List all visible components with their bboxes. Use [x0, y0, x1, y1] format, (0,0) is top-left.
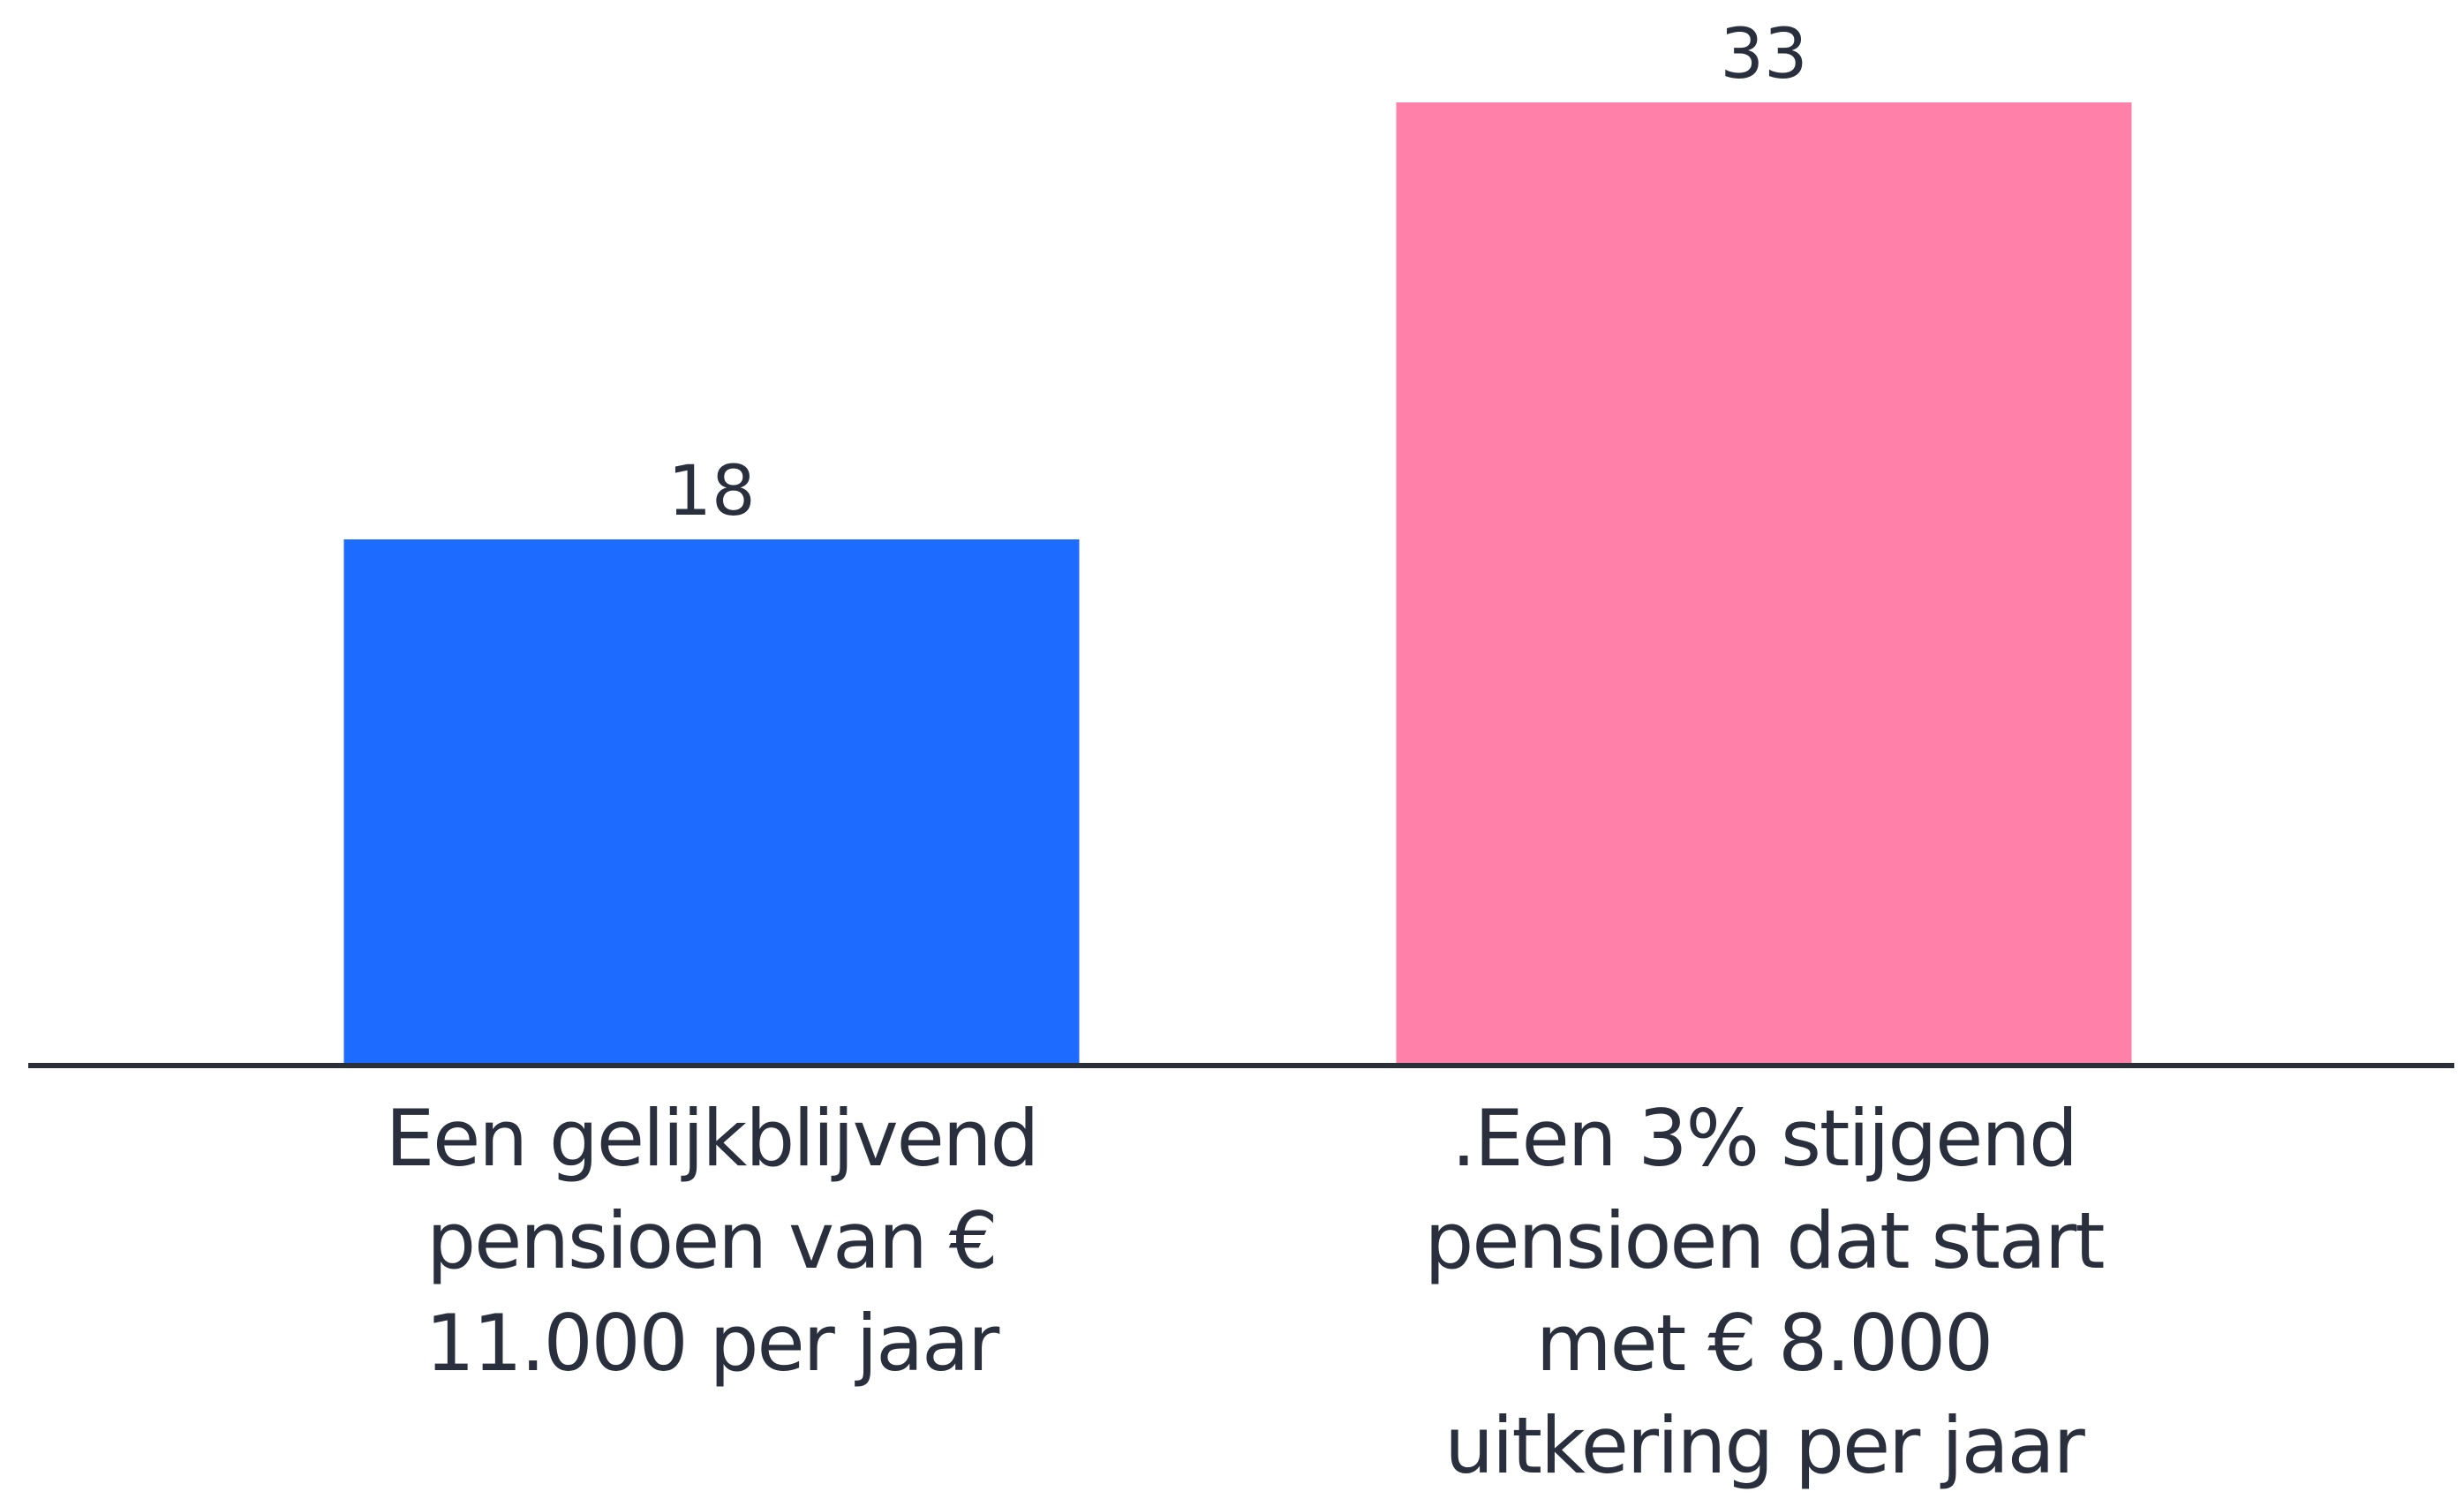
value-label: 33	[1720, 15, 1807, 94]
bar	[343, 539, 1080, 1064]
bar	[1396, 102, 2132, 1064]
value-label: 18	[667, 452, 755, 531]
category-label: .Een 3% stijgend pensioen dat start met …	[1424, 1093, 2105, 1491]
category-label: Een gelijkblijvend pensioen van € 11.000…	[385, 1093, 1040, 1389]
